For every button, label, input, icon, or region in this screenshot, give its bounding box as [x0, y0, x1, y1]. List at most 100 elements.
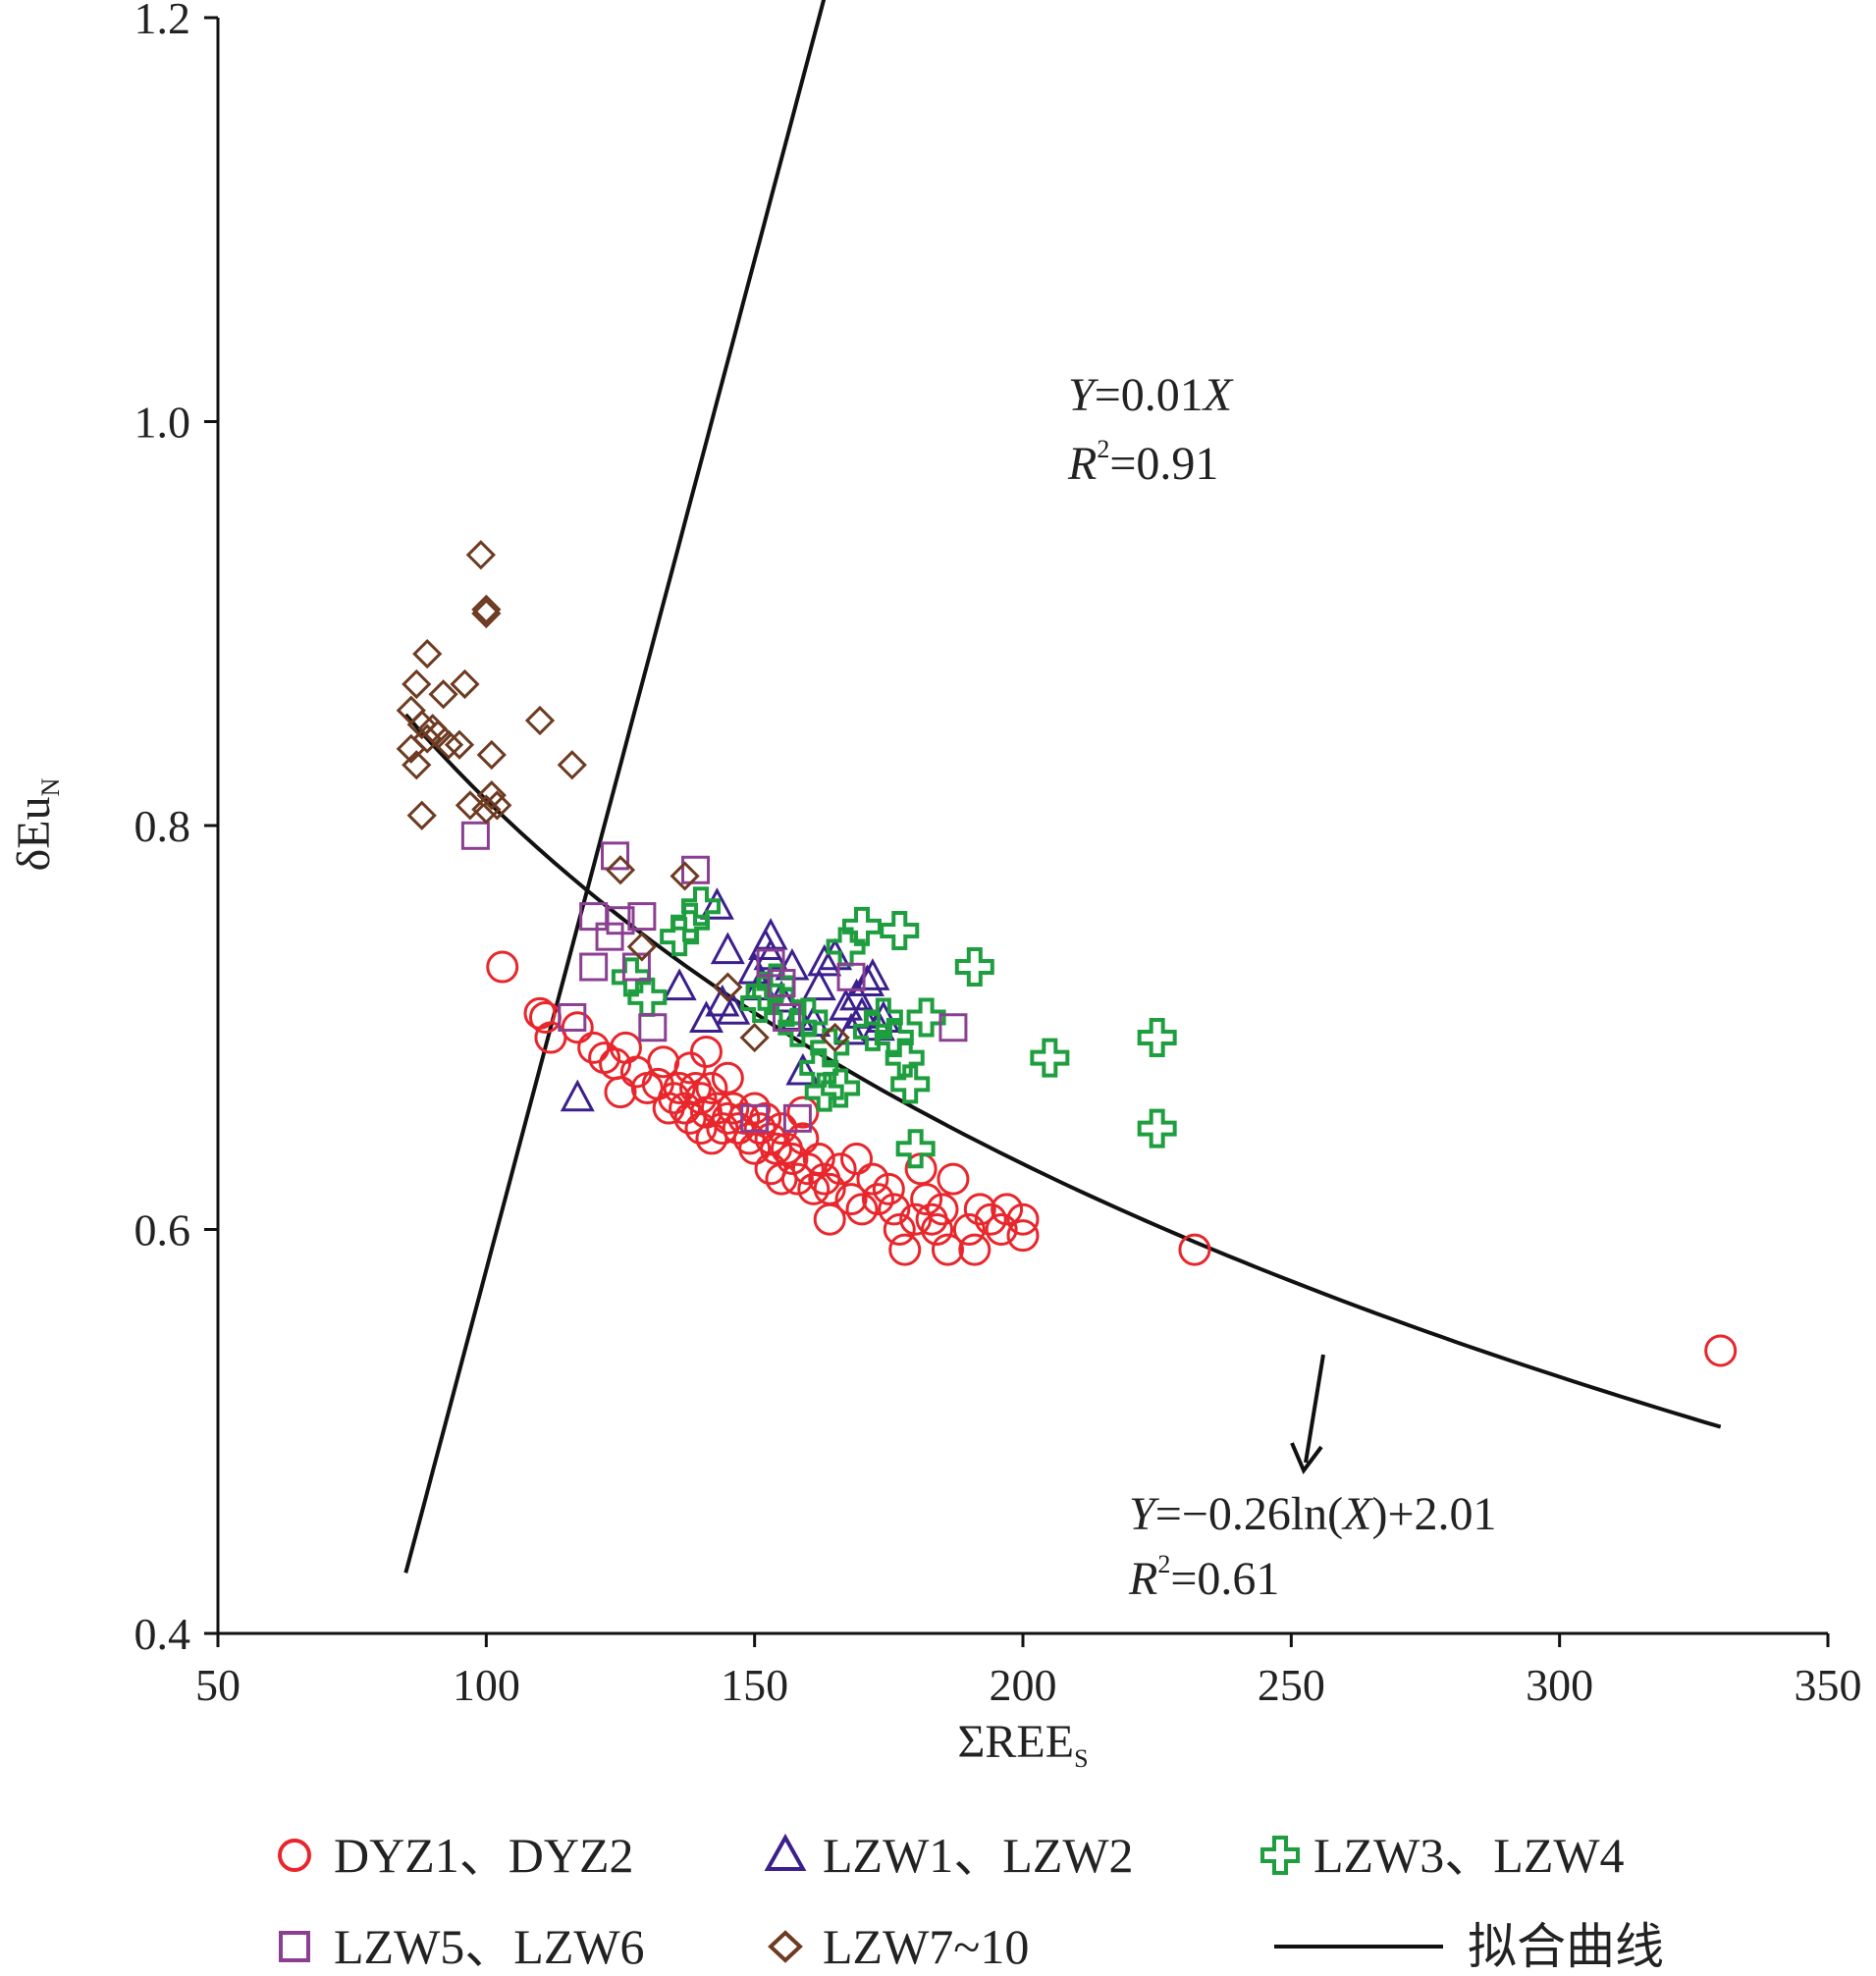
data-point-diamond: [476, 739, 507, 771]
data-point-plus: [804, 1072, 844, 1112]
x-tick-label: 250: [1258, 1660, 1325, 1710]
legend-item-lzw5-6: LZW5、LZW6: [279, 1919, 645, 1974]
eq1-r-val: =0.91: [1109, 438, 1218, 490]
data-point-diamond: [450, 668, 480, 700]
data-point-circle: [883, 1213, 916, 1246]
data-point-diamond: [713, 972, 743, 1002]
data-point-triangle: [807, 943, 842, 977]
data-point-plus: [1030, 1038, 1070, 1078]
data-point-plus: [884, 1038, 925, 1078]
data-point-diamond: [471, 598, 502, 629]
y-tick-label: 1.2: [134, 0, 191, 43]
data-point-diamond: [402, 750, 432, 780]
eq2-r: R: [1128, 1553, 1157, 1605]
y-tick-label: 0.8: [134, 801, 191, 851]
data-point-circle: [797, 1172, 831, 1205]
data-point-circle: [958, 1233, 992, 1266]
data-point-square: [579, 902, 609, 932]
y-axis-title-sub: N: [36, 777, 65, 796]
y-ticks: 0.4 0.6 0.8 1.0 1.2: [134, 0, 218, 1659]
data-point-triangle: [801, 968, 836, 1001]
data-point-diamond: [465, 540, 496, 570]
data-point-diamond: [670, 861, 700, 891]
eq2-tail: )+2.01: [1372, 1488, 1497, 1540]
data-point-circle: [486, 950, 519, 984]
data-point-circle: [1178, 1233, 1211, 1266]
x-tick-label: 350: [1795, 1660, 1862, 1710]
fit-line-log: [403, 713, 1722, 1429]
legend-item-lzw1-2: LZW1、LZW2: [764, 1828, 1134, 1883]
eq2-r-sup: 2: [1157, 1550, 1170, 1578]
data-point-plus: [821, 1068, 861, 1108]
data-point-circle: [802, 1142, 835, 1175]
x-axis-title: ΣREES: [957, 1716, 1088, 1773]
data-point-plus: [745, 971, 785, 1011]
data-point-diamond: [820, 1022, 850, 1053]
data-point-square: [558, 1002, 587, 1032]
legend: DYZ1、DYZ2 LZW1、LZW2 LZW3、LZW4 LZW5、LZW6 …: [278, 1828, 1664, 1975]
equation-linear: Y=0.01X R2=0.91: [1067, 369, 1234, 490]
legend-label-fit: 拟合曲线: [1468, 1918, 1664, 1975]
data-point-triangle: [560, 1079, 595, 1112]
data-point-diamond: [412, 723, 443, 754]
data-point-circle: [813, 1202, 846, 1236]
axes: 50 100 150 200 250 300 350 0.4 0.6 0.8 1.0 1.2: [134, 0, 1862, 1710]
x-tick-label: 300: [1526, 1660, 1593, 1710]
data-point-plus: [954, 947, 994, 988]
data-point-circle: [776, 1142, 809, 1175]
data-point-circle: [845, 1193, 879, 1226]
data-point-triangle: [753, 917, 788, 950]
data-point-diamond: [557, 750, 587, 780]
data-point-diamond: [428, 679, 458, 710]
data-point-diamond: [433, 729, 464, 760]
annotation-arrow: [1304, 1354, 1325, 1464]
data-point-square: [601, 841, 630, 871]
data-point-circle: [856, 1162, 889, 1196]
legend-circle-marker: [278, 1839, 311, 1872]
legend-square-marker: [279, 1931, 310, 1962]
data-point-circle: [985, 1213, 1018, 1246]
data-point-square: [638, 1013, 668, 1042]
data-point-triangle: [833, 1012, 869, 1045]
data-point-circle: [1006, 1202, 1040, 1236]
data-point-circle: [878, 1193, 911, 1226]
data-point-circle: [663, 1071, 696, 1104]
data-point-circle: [840, 1142, 874, 1175]
data-point-triangle: [849, 964, 884, 996]
data-point-square: [782, 1103, 812, 1133]
data-point-circle: [1704, 1334, 1738, 1367]
equation-log-line1: Y=−0.26ln(X)+2.01: [1129, 1488, 1497, 1540]
data-point-triangle: [699, 887, 734, 920]
y-tick-label: 0.6: [134, 1205, 191, 1255]
y-tick-label: 0.4: [134, 1609, 191, 1659]
data-point-circle: [974, 1202, 1007, 1236]
x-axis-title-sub: S: [1074, 1744, 1088, 1773]
data-point-diamond: [626, 932, 657, 962]
data-point-plus: [1137, 1108, 1177, 1148]
data-point-diamond: [482, 790, 512, 821]
equation-linear-line2: R2=0.91: [1067, 435, 1218, 490]
data-point-circle: [738, 1132, 772, 1165]
data-point-diamond: [402, 668, 432, 700]
data-point-circle: [834, 1183, 868, 1216]
equation-log: Y=−0.26ln(X)+2.01 R2=0.61: [1128, 1488, 1497, 1605]
fit-line-linear: [403, 0, 827, 1574]
data-point-circle: [749, 1101, 782, 1135]
eq1-r: R: [1067, 438, 1097, 490]
data-point-diamond: [476, 780, 507, 811]
legend-label-dyz: DYZ1、DYZ2: [334, 1828, 634, 1883]
data-point-plus: [906, 997, 946, 1038]
data-point-square: [606, 906, 635, 935]
eq2-y: Y: [1129, 1488, 1159, 1540]
equation-linear-line1: Y=0.01X: [1068, 369, 1234, 421]
data-point-circle: [738, 1092, 772, 1125]
legend-label-lzw5-6: LZW5、LZW6: [334, 1919, 645, 1974]
data-point-plus: [740, 984, 780, 1024]
eq2-eq: =−0.26ln(: [1155, 1488, 1343, 1540]
data-point-triangle: [662, 968, 697, 1001]
data-point-triangle: [710, 932, 745, 965]
data-point-diamond: [455, 790, 486, 821]
data-point-circle: [937, 1162, 970, 1196]
data-point-plus: [660, 917, 700, 957]
data-point-circle: [711, 1061, 744, 1095]
